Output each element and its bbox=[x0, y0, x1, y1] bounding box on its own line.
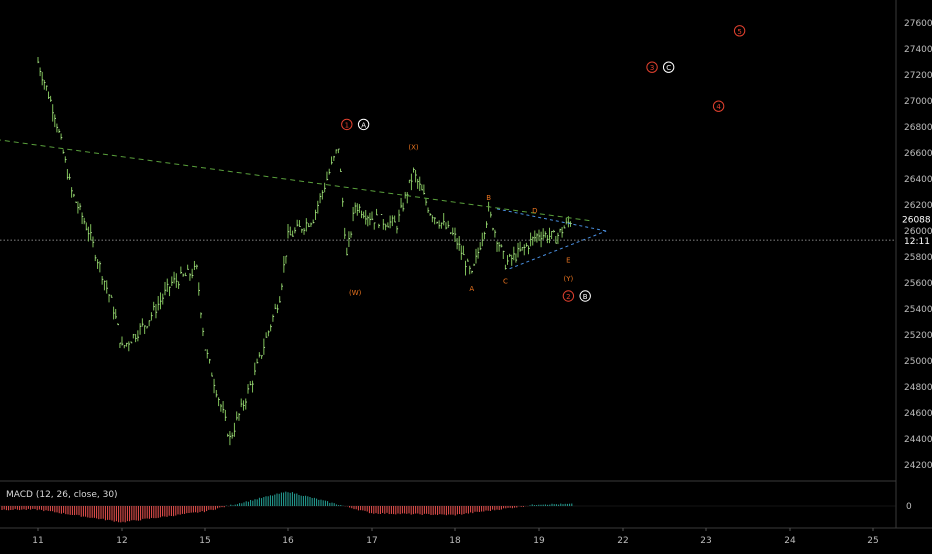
wave-label: (X) bbox=[408, 144, 419, 152]
y-tick-label: 26400 bbox=[904, 175, 932, 185]
projection-arrow bbox=[0, 139, 590, 222]
x-tick-label: 16 bbox=[282, 536, 294, 546]
wave-label: (W) bbox=[349, 289, 362, 297]
y-tick-label: 25200 bbox=[904, 331, 932, 341]
macd-y-tick-label: 0 bbox=[906, 502, 912, 512]
x-tick-label: 17 bbox=[366, 536, 377, 546]
y-tick-label: 27200 bbox=[904, 71, 932, 81]
wave-label-circle bbox=[646, 61, 658, 73]
triangle-upper-trendline bbox=[496, 208, 607, 232]
wave-label: A bbox=[361, 121, 366, 129]
y-tick-label: 26600 bbox=[904, 149, 932, 159]
last-price-label: 26088 bbox=[902, 216, 931, 226]
wave-label: B bbox=[583, 293, 588, 301]
y-tick-label: 24800 bbox=[904, 383, 932, 393]
y-tick-label: 26200 bbox=[904, 201, 932, 211]
wave-label: (Y) bbox=[564, 275, 574, 283]
x-tick-label: 12 bbox=[116, 536, 127, 546]
y-tick-label: 26000 bbox=[904, 227, 932, 237]
x-tick-label: 23 bbox=[700, 536, 711, 546]
wave-label-circle bbox=[562, 290, 575, 302]
wave-label: E bbox=[566, 257, 570, 265]
wave-label: B bbox=[486, 194, 491, 202]
wave-label: 4 bbox=[716, 103, 721, 111]
x-tick-label: 22 bbox=[617, 536, 628, 546]
x-tick-label: 11 bbox=[32, 536, 43, 546]
wave-label: 1 bbox=[345, 121, 349, 129]
y-tick-label: 24200 bbox=[904, 461, 932, 471]
y-tick-label: 25000 bbox=[904, 357, 932, 367]
y-tick-label: 27600 bbox=[904, 19, 932, 29]
x-tick-label: 15 bbox=[199, 536, 210, 546]
wave-label: 5 bbox=[737, 28, 741, 36]
y-tick-label: 26800 bbox=[904, 123, 932, 133]
wave-label-circle bbox=[662, 61, 675, 73]
wave-label-circle bbox=[341, 118, 353, 131]
y-tick-label: 25800 bbox=[904, 253, 932, 263]
x-tick-label: 24 bbox=[784, 536, 796, 546]
wave-label-circle bbox=[733, 25, 746, 37]
macd-title: MACD (12, 26, close, 30) bbox=[6, 490, 118, 500]
wave-label: A bbox=[469, 285, 474, 293]
y-tick-label: 25600 bbox=[904, 279, 932, 289]
wave-label: D bbox=[532, 207, 537, 215]
time-remaining-label: 12:11 bbox=[904, 237, 930, 247]
x-tick-label: 19 bbox=[533, 536, 545, 546]
y-tick-label: 25400 bbox=[904, 305, 932, 315]
y-tick-label: 24600 bbox=[904, 409, 932, 419]
wave-label-circle bbox=[357, 118, 370, 131]
x-tick-label: 18 bbox=[449, 536, 461, 546]
wave-label-circle bbox=[579, 290, 591, 302]
x-tick-label: 25 bbox=[867, 536, 878, 546]
wave-label: C bbox=[503, 277, 508, 285]
y-tick-label: 27000 bbox=[904, 97, 932, 107]
triangle-lower-trendline bbox=[509, 230, 607, 270]
wave-label: 2 bbox=[566, 293, 570, 301]
wave-label-circle bbox=[712, 100, 725, 112]
y-tick-label: 24400 bbox=[904, 435, 932, 445]
wave-label: C bbox=[666, 64, 671, 72]
wave-label: 3 bbox=[650, 64, 654, 72]
y-tick-label: 27400 bbox=[904, 45, 932, 55]
